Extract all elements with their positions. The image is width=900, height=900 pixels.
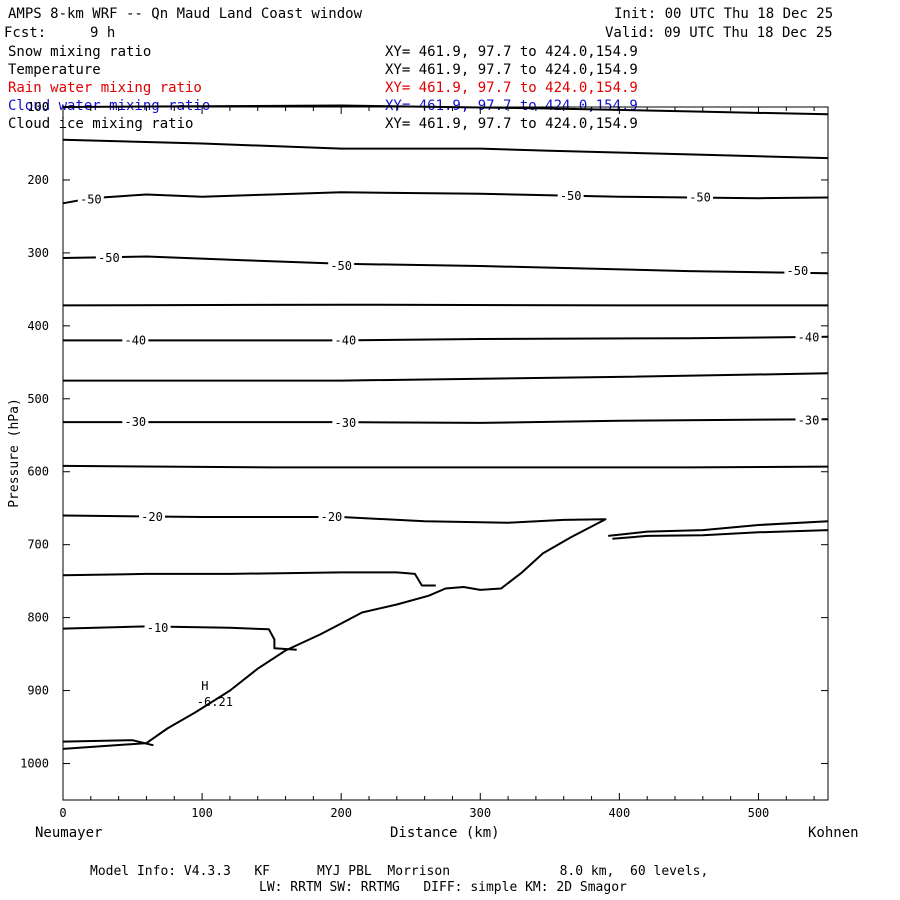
y-axis-label: Pressure (hPa) [7, 398, 22, 508]
contour-label-bg [795, 330, 822, 344]
field-name: Temperature [8, 62, 101, 78]
contour-line [612, 529, 829, 540]
contour-line [608, 520, 829, 537]
contour-label: -30 [335, 416, 357, 430]
y-tick-label: 200 [27, 173, 49, 187]
contour-line [63, 372, 829, 382]
contour-label-bg [318, 509, 345, 523]
contour-line [62, 104, 829, 116]
contour-label-bg [77, 192, 104, 206]
contour-label: -30 [798, 414, 820, 428]
model-info: Model Info: V4.3.3 KF MYJ PBL Morrison 8… [90, 864, 709, 879]
contour-line [62, 464, 829, 469]
plot-frame [62, 106, 829, 801]
contour-line [62, 138, 829, 160]
x-tick-label: 100 [191, 806, 213, 820]
y-tick-label: 700 [27, 538, 49, 552]
y-tick-label: 900 [27, 684, 49, 698]
chart-title: AMPS 8-km WRF -- Qn Maud Land Coast wind… [8, 6, 363, 22]
contour-label: -40 [798, 331, 820, 345]
contour-label: -50 [80, 193, 102, 207]
field-xy-range: XY= 461.9, 97.7 to 424.0,154.9 [385, 80, 638, 96]
contour-line [62, 571, 436, 587]
contour-line [62, 514, 607, 750]
y-tick-label: 400 [27, 319, 49, 333]
contour-label: -40 [335, 333, 357, 347]
contour-label-bg [144, 620, 171, 634]
x-tick-label: 300 [469, 806, 491, 820]
contour-label: -50 [98, 251, 120, 265]
x-axis-label: Distance (km) [390, 825, 500, 841]
contour-line [62, 255, 829, 275]
init-time: Init: 00 UTC Thu 18 Dec 25 [614, 6, 834, 22]
y-tick-label: 800 [27, 611, 49, 625]
endpoint-left: Neumayer [35, 825, 103, 841]
field-xy-range: XY= 461.9, 97.7 to 424.0,154.9 [385, 116, 638, 132]
contour-line [63, 335, 829, 342]
contour-line [62, 191, 829, 205]
contour-label: -30 [124, 415, 146, 429]
contour-label-bg [687, 190, 714, 204]
contour-label: -50 [689, 190, 711, 204]
endpoint-right: Kohnen [808, 825, 859, 841]
field-xy-range: XY= 461.9, 97.7 to 424.0,154.9 [385, 44, 638, 60]
contour-line [63, 418, 829, 424]
y-tick-label: 1000 [20, 757, 49, 771]
x-tick-label: 400 [609, 806, 631, 820]
field-name: Snow mixing ratio [8, 44, 152, 60]
physics-info: LW: RRTM SW: RRTMG DIFF: simple KM: 2D S… [259, 880, 627, 895]
contour-label: -40 [124, 333, 146, 347]
y-tick-label: 500 [27, 392, 49, 406]
contour-line [62, 625, 297, 651]
contour-label: -50 [330, 259, 352, 273]
contour-label-bg [122, 333, 149, 347]
contour-label-bg [139, 509, 166, 523]
field-name: Cloud ice mixing ratio [8, 116, 194, 132]
contour-label: -50 [787, 264, 809, 278]
x-tick-label: 500 [748, 806, 770, 820]
contour-label-bg [784, 264, 811, 278]
forecast-label: Fcst: [4, 25, 47, 41]
valid-time: Valid: 09 UTC Thu 18 Dec 25 [605, 25, 833, 41]
extremum-mark: H [201, 679, 208, 693]
contour-label-bg [122, 415, 149, 429]
contour-label-bg [332, 415, 359, 429]
forecast-hours: 9 h [90, 25, 116, 41]
contour-label: -20 [141, 510, 163, 524]
y-tick-label: 100 [27, 100, 49, 114]
contour-label-bg [95, 251, 122, 265]
contour-label-bg [795, 413, 822, 427]
contour-label: -10 [147, 621, 169, 635]
contour-label: -20 [321, 510, 343, 524]
field-xy-range: XY= 461.9, 97.7 to 424.0,154.9 [385, 62, 638, 78]
contour-line [62, 739, 154, 747]
x-tick-label: 0 [59, 806, 66, 820]
contour-label-bg [328, 259, 355, 273]
contour-label: -50 [560, 189, 582, 203]
field-name: Rain water mixing ratio [8, 80, 202, 96]
extremum-value: -6.21 [197, 695, 233, 709]
y-tick-label: 600 [27, 465, 49, 479]
x-tick-label: 200 [330, 806, 352, 820]
contour-label-bg [332, 333, 359, 347]
contour-line [62, 303, 828, 307]
y-tick-label: 300 [27, 246, 49, 260]
contour-label-bg [557, 188, 584, 202]
